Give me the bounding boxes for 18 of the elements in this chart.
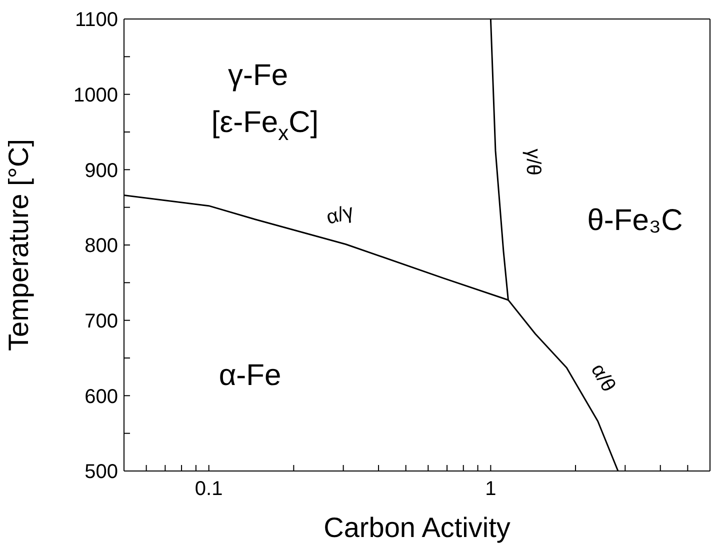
x-tick-label: 1 (485, 478, 496, 500)
y-tick-label: 900 (84, 160, 118, 182)
annotation: α-Fe (218, 358, 282, 392)
annotation: θ-Fe₃C (587, 204, 683, 236)
annotation: γ/θ (522, 148, 544, 176)
y-tick-label: 1000 (74, 84, 118, 106)
annotation: α/θ (586, 360, 620, 396)
y-axis-title: Temperature [°C] (2, 139, 34, 351)
x-axis-title: Carbon Activity (324, 512, 510, 543)
y-tick-label: 500 (84, 461, 118, 484)
y-tick-label: 700 (84, 310, 118, 332)
y-tick-label: 1100 (74, 9, 118, 32)
y-tick-label: 600 (84, 386, 118, 408)
y-tick-label: 800 (84, 235, 118, 258)
x-tick-label: 0.1 (194, 478, 223, 500)
annotation: α/γ (324, 200, 356, 230)
annotation: [ε-Fe$_{x}$C] (211, 106, 319, 145)
annotation: γ-Fe (228, 58, 288, 92)
